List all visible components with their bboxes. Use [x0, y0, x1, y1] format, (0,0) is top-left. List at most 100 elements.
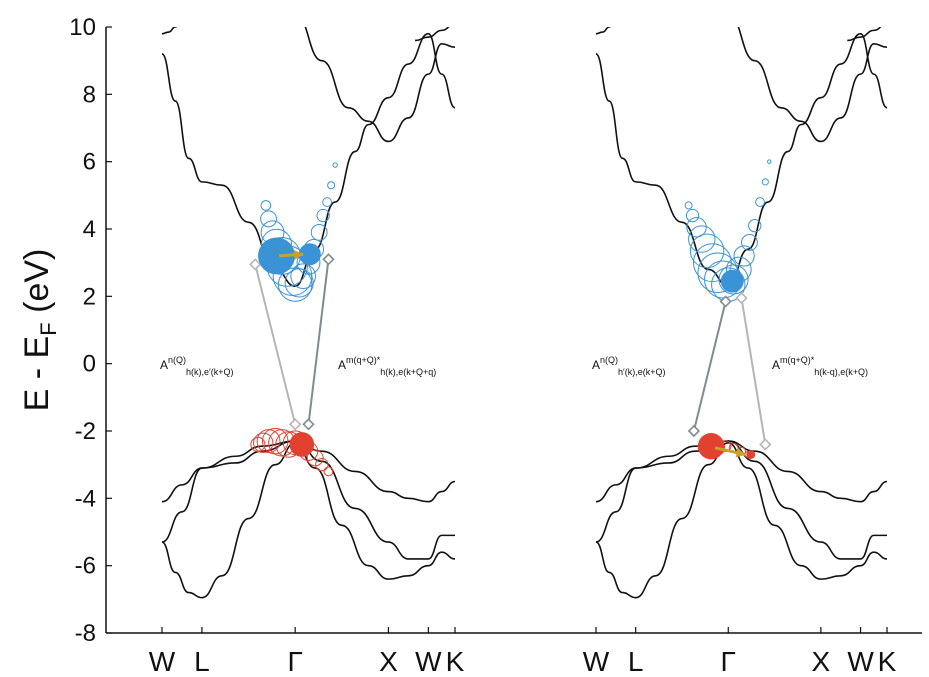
conduction-weight-circle: [322, 197, 333, 207]
conduction-weight-circle: [755, 197, 765, 207]
annotation-subscript: h(k),e′(k+Q): [186, 367, 233, 377]
valence-weight-circle: [306, 449, 324, 467]
annotation-superscript: m(q+Q)*: [346, 355, 381, 365]
band-line-conduction-top-X: [415, 27, 450, 42]
conduction-filled-state: [720, 269, 744, 293]
valence-filled-state: [289, 432, 315, 457]
band-line-conduction-high: [304, 27, 456, 143]
conduction-weight-circle: [718, 264, 749, 295]
conduction-filled-state: [258, 237, 296, 275]
y-axis-label: E - EF (eV): [18, 249, 61, 412]
annotation-left: An(Q)h′(k),e(k+Q): [592, 355, 665, 377]
annotation-right: Am(q+Q)* h(k),e(k+Q+q): [338, 355, 436, 377]
y-axis-label-subscript: F: [36, 322, 61, 335]
x-tick-label: X: [379, 646, 398, 677]
y-tick-label: -4: [75, 485, 96, 512]
panel-1: W L Γ X W KAn(Q)h(k),e′(k+Q) Am(q+Q)*h(k),e(k+…: [149, 27, 465, 677]
band-line-conduction-top-W: [595, 27, 611, 35]
conduction-weight-circle: [684, 201, 693, 210]
conduction-weight-circle: [685, 208, 700, 223]
band-line-valence-mid: [161, 440, 455, 560]
band-line-conduction-low: [595, 32, 888, 288]
y-axis-label-unit: (eV): [18, 249, 56, 323]
panel-content: [595, 27, 888, 599]
x-tick-label: Γ: [287, 646, 302, 677]
connector-diamond-marker: [289, 418, 302, 431]
conduction-weight-circle: [761, 178, 769, 186]
band-line-valence-deep: [161, 441, 456, 599]
axes-layer: 10 8 6 4 2 0 -2 -4 -6 -8: [69, 14, 922, 647]
valence-filled-state: [746, 450, 756, 459]
y-tick-label: 4: [83, 216, 96, 243]
x-tick-label: X: [812, 646, 831, 677]
annotation-superscript: m(q+Q)*: [780, 355, 815, 365]
x-tick-label: L: [194, 646, 210, 677]
y-tick-label: 6: [83, 149, 96, 176]
transition-connector: [692, 301, 727, 432]
band-line-valence-mid: [595, 440, 887, 560]
band-line-valence-deep: [595, 441, 888, 599]
conduction-weight-circle: [686, 217, 707, 238]
y-axis-label-main: E - E: [18, 336, 56, 412]
connector-diamond-marker: [249, 258, 262, 271]
conduction-weight-circle: [260, 210, 277, 228]
connector-diamond-marker: [759, 438, 772, 451]
scattering-arrow-head: [293, 249, 304, 260]
conduction-weight-circle: [290, 263, 316, 289]
conduction-weight-circle: [689, 233, 725, 269]
conduction-weight-circle: [310, 223, 328, 241]
y-tick-label: -2: [75, 418, 96, 445]
conduction-weight-circle: [316, 208, 330, 223]
transition-connector: [740, 297, 767, 445]
connector-diamond-marker: [719, 295, 732, 308]
conduction-weight-circle: [327, 181, 336, 190]
x-tick-label: L: [628, 646, 644, 677]
transition-connector: [307, 259, 330, 425]
x-tick-label: Γ: [721, 646, 736, 677]
annotation-subscript: h(k-q),e(k+Q): [814, 367, 868, 377]
annotation-left: An(Q)h(k),e′(k+Q): [160, 355, 233, 377]
band-line-conduction-top-X: [847, 27, 882, 42]
y-tick-label: 2: [83, 283, 96, 310]
connector-diamond-marker: [687, 424, 701, 438]
annotation-subscript: h′(k),e(k+Q): [618, 367, 665, 377]
connector-diamond-marker: [735, 291, 748, 305]
annotation-right: Am(q+Q)* h(k-q),e(k+Q): [772, 355, 868, 377]
conduction-weight-circle: [767, 159, 772, 164]
conduction-weight-circle: [733, 245, 755, 267]
connector-diamond-marker: [302, 418, 315, 431]
x-tick-label: W: [583, 646, 610, 677]
annotation-symbol: A: [338, 358, 346, 372]
conduction-weight-circle: [260, 200, 272, 211]
y-tick-label: 8: [83, 81, 96, 108]
valence-weight-circle: [323, 466, 334, 477]
panels-layer: W L Γ X W KAn(Q)h(k),e′(k+Q) Am(q+Q)*h(k),e(k+…: [149, 27, 897, 677]
band-line-conduction-top-W: [161, 27, 178, 35]
x-tick-label: W: [149, 646, 176, 677]
valence-weight-circle: [253, 432, 274, 453]
panel-2: W L Γ X W KAn(Q)h′(k),e(k+Q) Am(q+Q)*h(k-q),e(…: [583, 27, 897, 677]
y-tick-label: 0: [83, 351, 96, 378]
conduction-weight-circle: [688, 225, 716, 253]
x-tick-label: K: [446, 646, 465, 677]
annotation-symbol: A: [772, 358, 780, 372]
x-tick-label: W: [847, 646, 874, 677]
valence-weight-circle: [315, 458, 329, 472]
annotation-subscript: h(k),e(k+Q+q): [380, 367, 436, 377]
annotation-symbol: A: [592, 358, 600, 372]
x-tick-label: W: [415, 646, 442, 677]
scattering-arrow-head: [735, 447, 746, 458]
y-tick-label: -8: [75, 620, 96, 647]
conduction-filled-state: [298, 243, 321, 266]
annotation-superscript: n(Q): [600, 355, 618, 365]
y-tick-label: 10: [69, 14, 96, 41]
transition-connector: [254, 264, 297, 425]
panel-content: [161, 27, 456, 599]
connector-diamond-marker: [322, 253, 335, 266]
annotation-symbol: A: [160, 358, 168, 372]
annotation-superscript: n(Q): [168, 355, 186, 365]
conduction-weight-circle: [332, 162, 338, 168]
x-tick-label: K: [878, 646, 897, 677]
valence-filled-state: [697, 432, 725, 460]
